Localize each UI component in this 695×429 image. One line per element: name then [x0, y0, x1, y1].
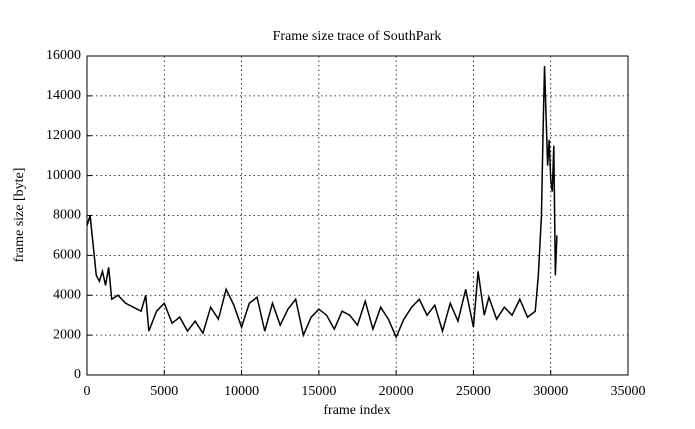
data-line — [86, 65, 558, 340]
y-tick-label: 4000 — [53, 287, 81, 302]
plot-frame — [86, 55, 629, 376]
y-tick-label: 10000 — [46, 168, 81, 183]
x-tick-label: 5000 — [150, 384, 178, 399]
x-axis-label: frame index — [323, 403, 390, 418]
y-tick-label: 6000 — [53, 248, 81, 263]
x-tick-label: 25000 — [456, 384, 491, 399]
x-tick-label: 15000 — [301, 384, 336, 399]
y-tick-label: 16000 — [46, 48, 81, 63]
y-tick-label: 8000 — [53, 208, 81, 223]
y-tick-label: 2000 — [53, 327, 81, 342]
x-tick-label: 0 — [84, 384, 91, 399]
y-tick-label: 12000 — [46, 128, 81, 143]
y-tick-label: 0 — [74, 367, 81, 382]
chart-title: Frame size trace of SouthPark — [273, 29, 442, 44]
y-tick-label: 14000 — [46, 88, 81, 103]
x-tick-label: 20000 — [379, 384, 414, 399]
x-tick-label: 35000 — [611, 384, 646, 399]
y-axis-label: frame size [byte] — [12, 168, 27, 263]
x-tick-label: 10000 — [224, 384, 259, 399]
x-tick-label: 30000 — [533, 384, 568, 399]
